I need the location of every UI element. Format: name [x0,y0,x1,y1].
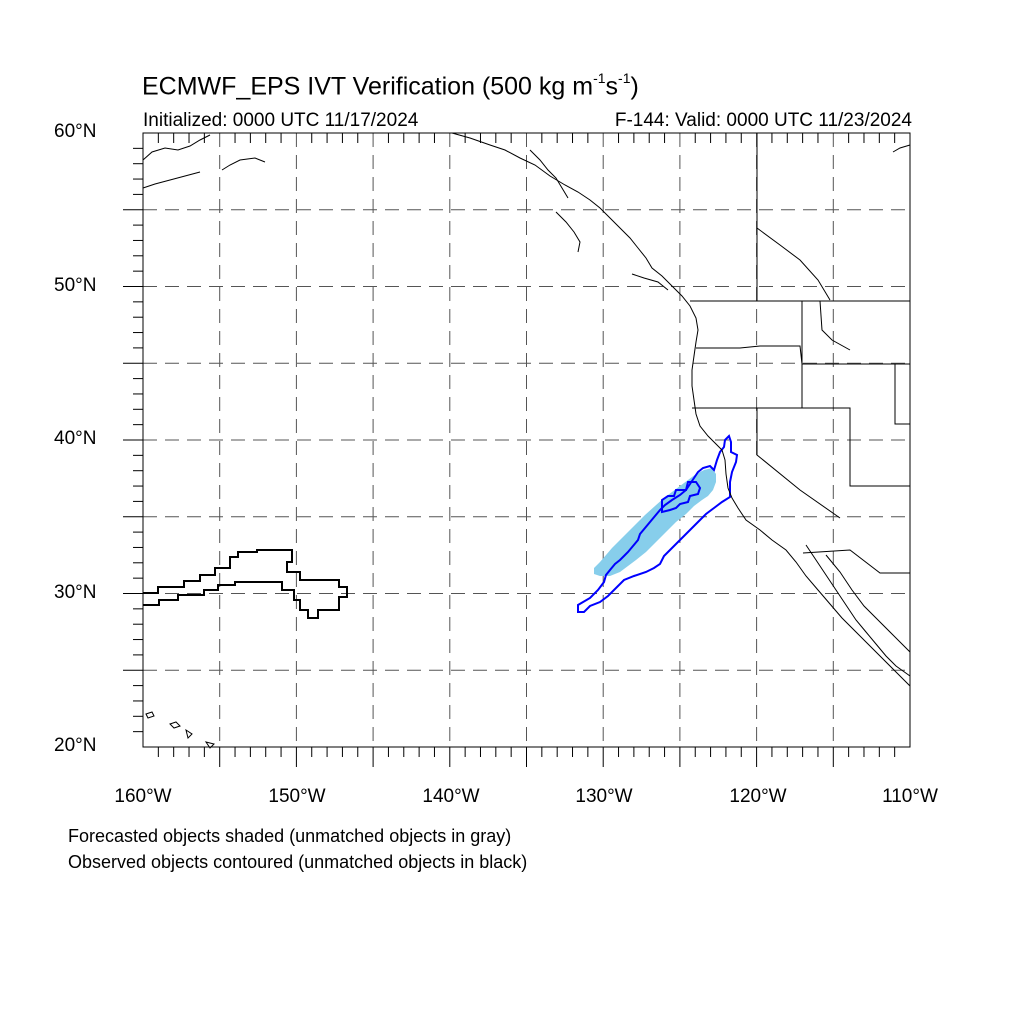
lat-label-50: 50°N [54,275,97,296]
initialized-label: Initialized: 0000 UTC 11/17/2024 [143,110,419,131]
lat-lon-grid [143,133,910,747]
forecast-object-shaded [594,468,716,576]
axis-ticks [123,133,896,767]
page-title: ECMWF_EPS IVT Verification (500 kg m-1s-… [142,70,639,101]
footer-note-forecast: Forecasted objects shaded (unmatched obj… [68,826,512,846]
lon-label-110w: 110°W [882,786,938,807]
political-borders [690,133,910,574]
plot-frame [142,132,911,748]
lat-label-20: 20°N [54,735,97,756]
valid-time-label: F-144: Valid: 0000 UTC 11/23/2024 [614,110,912,131]
observed-matched-contour-inner [661,481,702,514]
lon-label-140w: 140°W [422,786,480,807]
lat-label-30: 30°N [54,582,97,603]
lat-label-60: 60°N [54,121,97,142]
lon-label-150w: 150°W [268,786,326,807]
footer-note-observed: Observed objects contoured (unmatched ob… [68,852,528,872]
lon-label-160w: 160°W [114,786,172,807]
lon-label-130w: 130°W [575,786,633,807]
lon-label-120w: 120°W [729,786,787,807]
observed-unmatched-contour [143,549,348,619]
coastlines [142,132,911,749]
lat-label-40: 40°N [54,428,97,449]
